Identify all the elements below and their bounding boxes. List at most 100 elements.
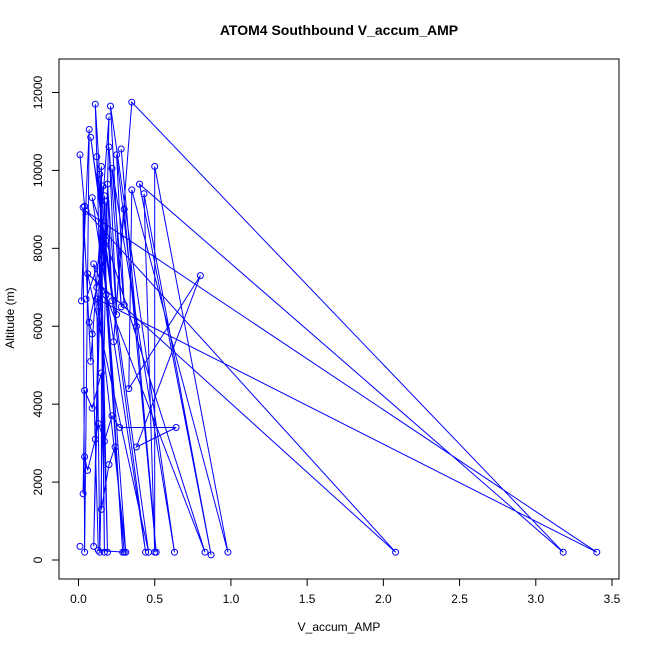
x-tick-label: 0.0	[70, 592, 87, 606]
data-point	[108, 165, 116, 172]
data-point	[128, 98, 136, 106]
data-point	[81, 548, 89, 556]
data-point	[111, 443, 119, 451]
chart-title: ATOM4 Southbound V_accum_AMP	[220, 22, 458, 38]
data-point	[93, 153, 101, 161]
x-axis: 0.0 0.5 1.0 1.5 2.0 2.5 3.0 3.5	[70, 578, 621, 606]
data-point	[99, 182, 107, 190]
data-point	[102, 198, 110, 206]
data-point	[142, 548, 150, 556]
data-point	[132, 443, 140, 451]
data-point	[120, 205, 128, 213]
data-point	[105, 461, 113, 469]
data-point	[128, 186, 136, 194]
data-point	[76, 542, 84, 550]
x-axis-label: V_accum_AMP	[298, 620, 381, 634]
data-point	[91, 435, 99, 443]
y-axis-label: Altitude (m)	[3, 287, 17, 348]
data-point	[93, 283, 101, 291]
data-point	[88, 330, 96, 338]
data-point	[207, 551, 215, 559]
data-point	[91, 100, 99, 108]
y-tick-label: 0	[31, 556, 45, 563]
data-point	[104, 548, 111, 556]
data-point	[201, 548, 209, 556]
data-point	[97, 163, 105, 170]
data-point	[97, 369, 105, 377]
data-point	[108, 412, 116, 420]
x-tick-label: 2.5	[451, 592, 468, 606]
data-point	[120, 301, 128, 309]
data-point	[102, 291, 110, 299]
data-point	[85, 126, 93, 133]
data-point	[125, 385, 133, 393]
data-point	[151, 163, 159, 170]
data-point	[108, 297, 116, 305]
data-point	[102, 237, 110, 244]
y-tick-label: 10000	[31, 153, 45, 187]
data-point	[99, 262, 107, 270]
data-point	[116, 424, 124, 431]
data-point	[113, 151, 121, 159]
data-point	[85, 318, 93, 326]
x-tick-label: 1.5	[299, 592, 316, 606]
data-point	[559, 548, 567, 556]
data-point	[82, 207, 90, 215]
data-point	[105, 143, 113, 151]
data-point	[88, 194, 96, 202]
data-point	[88, 404, 96, 412]
data-point	[78, 297, 85, 305]
y-tick-label: 6000	[31, 313, 45, 340]
x-tick-label: 3.5	[604, 592, 621, 606]
x-tick-label: 2.0	[375, 592, 392, 606]
series-line	[79, 101, 598, 555]
data-point	[79, 490, 87, 498]
data-point	[110, 338, 118, 346]
data-point	[117, 145, 125, 153]
data-point	[113, 311, 121, 319]
data-point	[94, 420, 102, 428]
data-point	[97, 505, 105, 513]
data-point	[94, 546, 102, 554]
x-tick-label: 0.5	[146, 592, 163, 606]
data-point	[84, 466, 92, 474]
data-point	[81, 387, 89, 394]
data-point	[140, 190, 148, 198]
y-tick-label: 12000	[31, 75, 45, 109]
y-tick-label: 8000	[31, 235, 45, 262]
data-point	[196, 272, 204, 280]
data-point	[152, 548, 160, 556]
data-point	[104, 180, 111, 188]
data-point	[87, 133, 95, 141]
data-point	[76, 151, 84, 159]
series-layer	[76, 98, 601, 559]
data-point	[96, 170, 104, 178]
data-point	[100, 437, 108, 445]
y-axis: 0 2000 4000 6000 8000 10000 12000	[31, 75, 60, 563]
data-point	[392, 548, 400, 556]
data-point	[100, 548, 108, 556]
data-point	[224, 548, 232, 556]
data-point	[90, 260, 98, 268]
data-point	[120, 548, 128, 556]
data-point	[96, 303, 104, 311]
data-point	[81, 202, 89, 210]
data-point	[96, 548, 104, 556]
data-point	[81, 453, 89, 461]
y-tick-label: 2000	[31, 468, 45, 495]
data-point	[172, 424, 180, 431]
y-tick-label: 4000	[31, 390, 45, 417]
data-point	[84, 270, 92, 278]
data-point	[593, 548, 601, 556]
data-point	[132, 322, 140, 330]
data-point	[105, 113, 113, 121]
data-point	[93, 295, 101, 303]
data-point	[171, 548, 178, 556]
data-point	[90, 542, 98, 550]
data-point	[82, 295, 90, 303]
x-tick-label: 1.0	[223, 592, 240, 606]
x-tick-label: 3.0	[527, 592, 544, 606]
data-point	[107, 102, 114, 110]
data-point	[87, 357, 95, 365]
